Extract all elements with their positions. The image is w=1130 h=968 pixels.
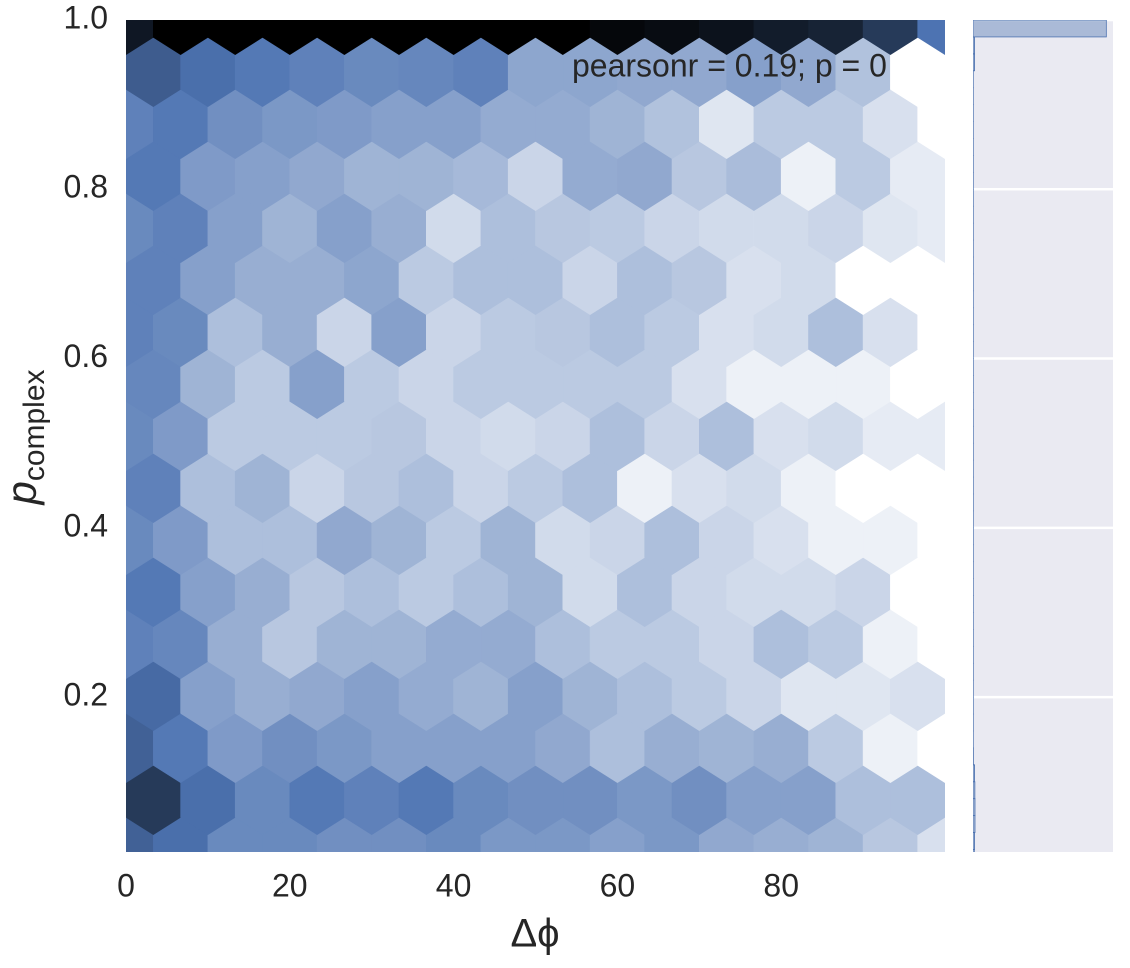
hexbin-cell xyxy=(480,20,536,56)
hexbin-cell xyxy=(126,20,154,56)
annotation: pearsonr = 0.19; p = 0 xyxy=(572,47,887,83)
y-tick-label: 0.8 xyxy=(64,169,108,205)
hexbin-cell xyxy=(425,20,482,56)
marginal-area xyxy=(973,20,1113,852)
hexbin-cell xyxy=(535,20,591,56)
hexbin-cell xyxy=(316,20,373,56)
marginal-bar xyxy=(973,849,975,852)
hexbin-cell xyxy=(371,20,427,56)
marginal-bar xyxy=(973,36,976,55)
y-axis-label: pcomplex xyxy=(0,369,51,506)
marginal-histogram xyxy=(973,20,1107,852)
y-tick-label: 0.6 xyxy=(64,338,108,374)
hexbin-cell xyxy=(862,20,919,56)
y-tick-label: 0.2 xyxy=(64,677,108,713)
x-tick-label: 60 xyxy=(600,867,636,903)
x-axis-label: Δϕ xyxy=(510,912,559,956)
marginal-bar xyxy=(973,53,976,72)
x-tick-label: 20 xyxy=(272,867,308,903)
hexbin-cell xyxy=(207,20,263,56)
x-tick-label: 80 xyxy=(763,867,799,903)
y-tick-label: 1.0 xyxy=(64,0,108,35)
marginal-bar xyxy=(973,798,976,817)
marginal-bar xyxy=(973,832,976,850)
x-tick-label: 40 xyxy=(436,867,472,903)
marginal-bar xyxy=(973,764,976,783)
y-axis-label-main: p xyxy=(0,481,45,506)
hexbin-cell xyxy=(808,20,864,56)
x-tick-label: 0 xyxy=(117,867,135,903)
marginal-bar xyxy=(973,781,976,800)
hexbin-cell xyxy=(917,20,945,56)
marginal-bar xyxy=(973,815,976,833)
hexbin-cell xyxy=(262,20,318,56)
hexbin-layer xyxy=(126,20,945,852)
hexbin-cell xyxy=(589,20,646,56)
tick-labels: 0 20 40 60 80 0.2 0.4 0.6 0.8 1.0 xyxy=(64,0,799,903)
hexbin-cell xyxy=(698,20,755,56)
marginal-bar xyxy=(973,20,1107,38)
hexbin-cell xyxy=(153,20,209,56)
y-tick-label: 0.4 xyxy=(64,507,108,543)
hexbin-cell xyxy=(753,20,809,56)
hexbin-cell xyxy=(644,20,700,56)
y-axis-label-sub: complex xyxy=(18,369,51,481)
